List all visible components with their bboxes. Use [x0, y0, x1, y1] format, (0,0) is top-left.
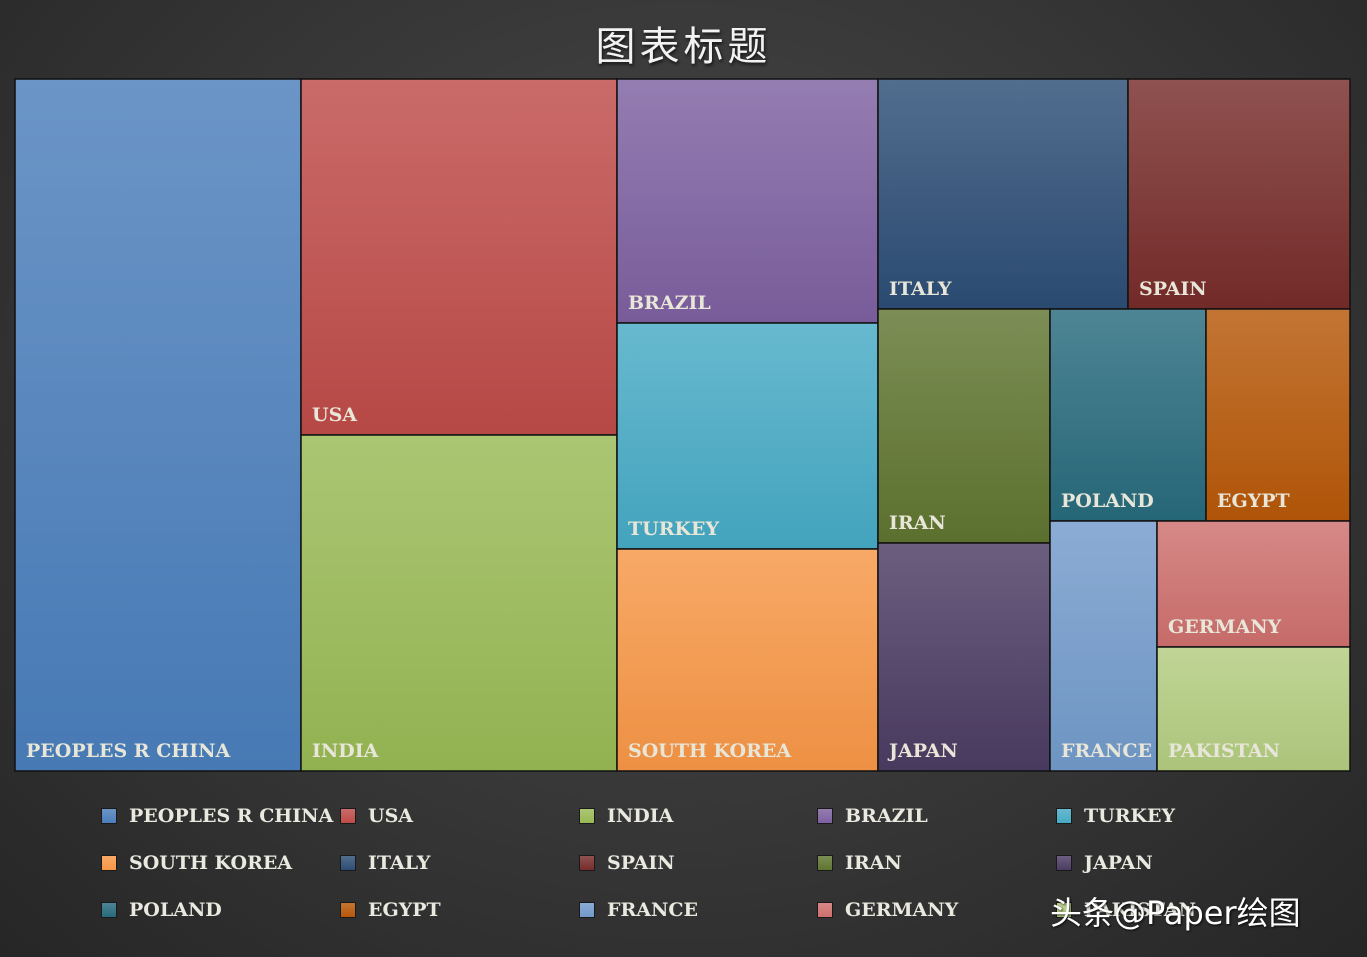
treemap-cell-brazil [616, 78, 879, 324]
treemap-label-pakistan: PAKISTAN [1168, 740, 1280, 762]
treemap-label-spain: SPAIN [1139, 278, 1207, 300]
treemap-cell-india [300, 434, 618, 772]
treemap-cell-spain [1127, 78, 1351, 310]
treemap-cell-germany [1156, 520, 1351, 648]
treemap-cell-egypt [1205, 308, 1351, 522]
treemap-cell-peoples-r-china [14, 78, 302, 772]
treemap-label-italy: ITALY [889, 278, 952, 300]
treemap-cell-pakistan [1156, 646, 1351, 772]
treemap-cell-usa [300, 78, 618, 436]
treemap-label-france: FRANCE [1061, 740, 1152, 762]
treemap-label-japan: JAPAN [887, 740, 958, 762]
treemap-label-egypt: EGYPT [1217, 490, 1290, 512]
treemap-label-peoples-r-china: PEOPLES R CHINA [26, 740, 231, 762]
treemap-label-usa: USA [312, 404, 357, 426]
treemap-label-poland: POLAND [1061, 490, 1154, 512]
treemap-cell-japan [877, 542, 1051, 772]
chart-title: 图表标题 [595, 24, 772, 70]
treemap-label-iran: IRAN [889, 512, 946, 534]
treemap-label-turkey: TURKEY [628, 518, 719, 540]
treemap-cell-south-korea [616, 548, 879, 772]
treemap-cell-france [1049, 520, 1158, 772]
treemap-label-south-korea: SOUTH KOREA [628, 740, 791, 762]
treemap-cell-turkey [616, 322, 879, 550]
treemap-label-germany: GERMANY [1168, 616, 1282, 638]
treemap-cell-poland [1049, 308, 1207, 522]
treemap-label-brazil: BRAZIL [628, 292, 711, 314]
treemap-cell-iran [877, 308, 1051, 544]
treemap-label-india: INDIA [312, 740, 379, 762]
treemap-cell-italy [877, 78, 1129, 310]
watermark-text: 头条@Paper绘图 [1050, 894, 1301, 932]
